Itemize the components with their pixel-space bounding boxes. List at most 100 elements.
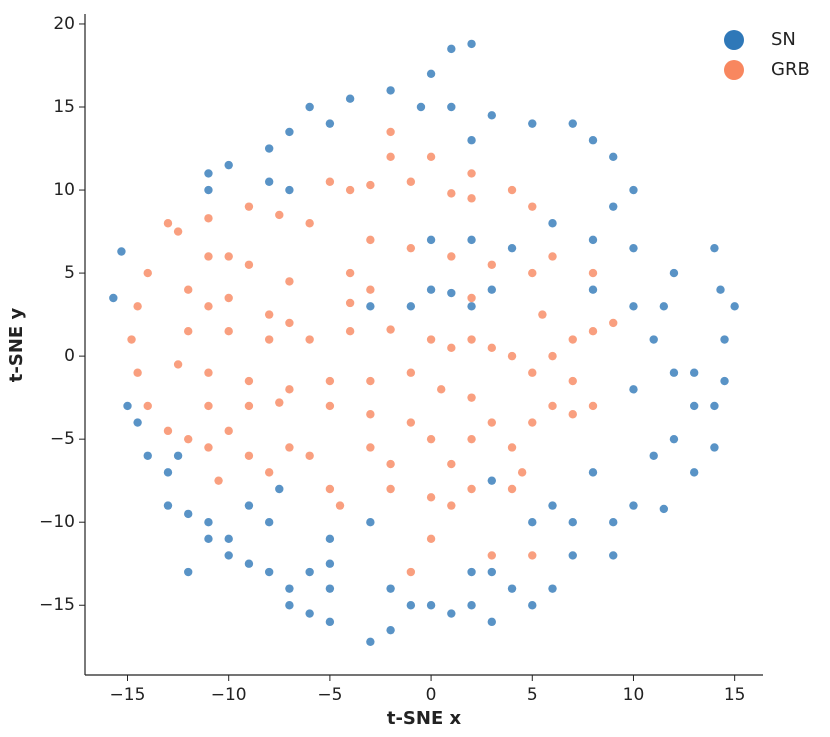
point xyxy=(143,451,152,460)
point xyxy=(264,335,274,344)
point xyxy=(163,426,173,436)
point xyxy=(244,401,254,411)
point xyxy=(366,180,375,190)
point xyxy=(568,551,577,560)
point xyxy=(487,617,496,627)
point xyxy=(447,288,456,298)
point xyxy=(345,298,355,308)
point xyxy=(716,285,725,294)
point xyxy=(730,302,739,311)
point xyxy=(325,401,335,411)
point xyxy=(487,343,496,353)
point xyxy=(467,393,476,402)
point xyxy=(548,584,557,593)
y-tick-label: −5 xyxy=(50,429,75,449)
point xyxy=(467,601,476,610)
point xyxy=(528,551,537,560)
point xyxy=(447,609,456,618)
point xyxy=(264,518,274,527)
point xyxy=(507,351,517,361)
legend-label: GRB xyxy=(771,59,810,80)
point xyxy=(345,268,355,278)
point xyxy=(447,459,456,469)
point xyxy=(609,152,618,162)
point xyxy=(406,368,416,377)
point xyxy=(568,119,577,128)
point xyxy=(548,252,557,261)
point xyxy=(285,127,294,137)
point xyxy=(204,518,213,527)
point xyxy=(305,609,314,618)
y-tick-label: 5 xyxy=(64,263,75,283)
point xyxy=(264,310,274,319)
point xyxy=(609,202,618,211)
point xyxy=(487,551,496,560)
point xyxy=(447,501,456,510)
point xyxy=(204,401,213,411)
point xyxy=(487,260,496,269)
point xyxy=(224,160,233,170)
point xyxy=(285,385,294,394)
point xyxy=(467,235,476,245)
point xyxy=(325,559,335,568)
point xyxy=(345,185,355,195)
point xyxy=(173,227,183,236)
point xyxy=(710,401,719,411)
point xyxy=(127,335,136,344)
point xyxy=(366,285,375,294)
point xyxy=(467,567,476,577)
point xyxy=(588,268,598,278)
point xyxy=(426,285,436,294)
point xyxy=(568,410,577,419)
point xyxy=(285,185,294,195)
point xyxy=(467,335,476,344)
point xyxy=(264,177,274,186)
point xyxy=(173,360,183,369)
point xyxy=(184,434,193,444)
point xyxy=(133,368,142,377)
point xyxy=(649,451,658,460)
point xyxy=(406,302,416,311)
point xyxy=(447,189,456,198)
point xyxy=(386,86,395,95)
point xyxy=(244,260,254,269)
point xyxy=(528,418,537,427)
point xyxy=(588,285,598,294)
point xyxy=(204,302,213,311)
x-tick-label: 10 xyxy=(623,685,645,705)
point xyxy=(669,434,679,444)
point xyxy=(467,484,476,494)
x-axis-title: t-SNE x xyxy=(387,708,462,729)
point xyxy=(244,501,254,510)
point xyxy=(325,617,335,627)
point xyxy=(335,501,345,510)
point xyxy=(325,177,335,186)
point xyxy=(487,418,496,427)
point xyxy=(548,351,557,361)
point xyxy=(366,410,375,419)
point xyxy=(133,418,142,427)
point xyxy=(184,567,193,577)
point xyxy=(426,69,436,78)
point xyxy=(204,169,213,178)
point xyxy=(325,584,335,593)
point xyxy=(275,210,284,220)
point xyxy=(386,459,395,469)
point xyxy=(204,252,213,261)
point xyxy=(325,484,335,494)
point xyxy=(184,285,193,294)
point xyxy=(163,501,173,510)
point xyxy=(406,243,416,253)
point xyxy=(366,443,375,452)
y-tick-label: −15 xyxy=(39,595,75,615)
point xyxy=(659,504,669,514)
point xyxy=(710,443,719,452)
point xyxy=(366,637,375,646)
point xyxy=(406,177,416,186)
point xyxy=(467,434,476,444)
point xyxy=(609,518,618,527)
point xyxy=(123,401,132,411)
point xyxy=(588,235,598,245)
point xyxy=(720,335,729,344)
point xyxy=(275,484,284,494)
